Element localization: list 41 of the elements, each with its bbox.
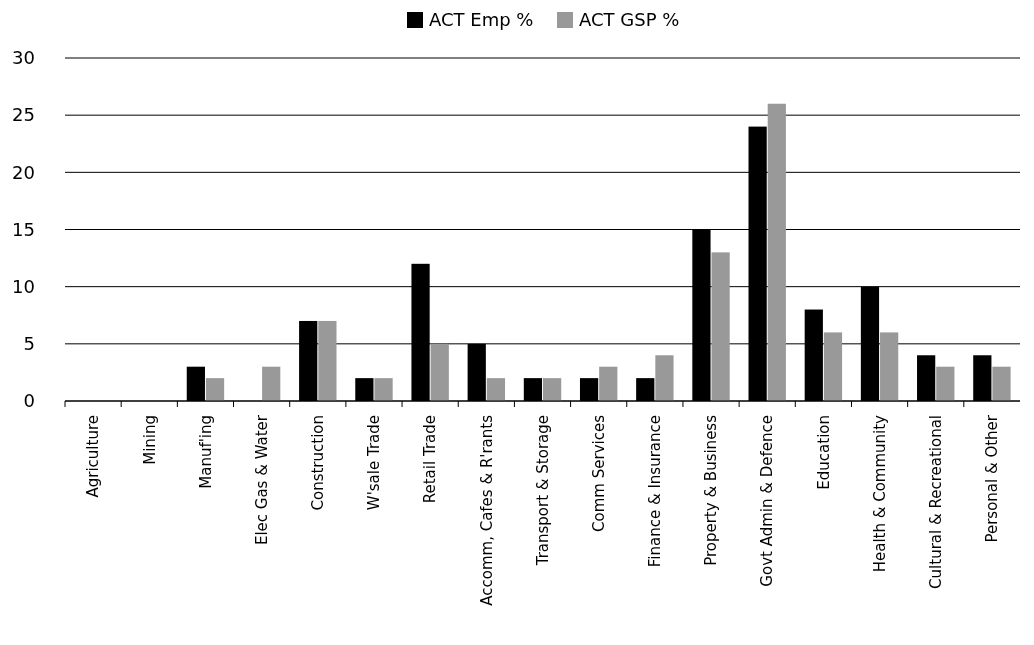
bar: [318, 320, 337, 401]
y-tick-label: 15: [12, 218, 35, 240]
bar: [992, 366, 1011, 401]
y-tick-label: 0: [23, 390, 35, 412]
bar: [542, 378, 562, 401]
x-tick-label: Construction: [309, 415, 328, 511]
bar: [374, 378, 393, 401]
x-tick-label: Govt Admin & Defence: [758, 415, 777, 587]
bar: [880, 332, 899, 401]
x-tick-label: Comm Services: [589, 414, 608, 532]
x-tick-label: Accomm, Cafes & R'rants: [477, 414, 496, 606]
bar: [430, 343, 449, 401]
bar: [262, 366, 281, 401]
bar: [599, 366, 618, 401]
y-tick-label: 30: [12, 47, 35, 69]
x-tick-label: Retail Trade: [421, 415, 440, 504]
bar: [711, 252, 730, 401]
bar: [823, 332, 843, 401]
y-tick-label: 10: [12, 275, 35, 297]
x-tick-label: Agriculture: [84, 415, 103, 498]
x-tick-label: Manuf'ing: [196, 415, 215, 489]
y-tick-label: 25: [12, 104, 35, 126]
x-tick-label: Elec Gas & Water: [252, 414, 271, 546]
legend-label: ACT Emp %: [429, 9, 534, 31]
y-tick-label: 5: [23, 333, 35, 355]
bar: [205, 378, 225, 401]
legend-label: ACT GSP %: [579, 9, 680, 31]
bar: [655, 355, 674, 401]
x-tick-label: Transport & Storage: [533, 415, 552, 567]
x-tick-label: Property & Business: [702, 414, 721, 566]
x-tick-label: Finance & Insurance: [646, 415, 665, 568]
x-tick-label: W'sale Trade: [365, 415, 384, 511]
y-tick-label: 20: [12, 161, 35, 183]
x-tick-label: Mining: [140, 415, 159, 465]
x-tick-label: Personal & Other: [983, 414, 1002, 543]
x-tick-label: Education: [814, 415, 833, 490]
bar: [767, 103, 786, 401]
bar: [936, 366, 955, 401]
x-tick-label: Cultural & Recreational: [926, 415, 945, 589]
x-tick-label: Health & Community: [870, 414, 889, 573]
bar: [486, 378, 506, 401]
